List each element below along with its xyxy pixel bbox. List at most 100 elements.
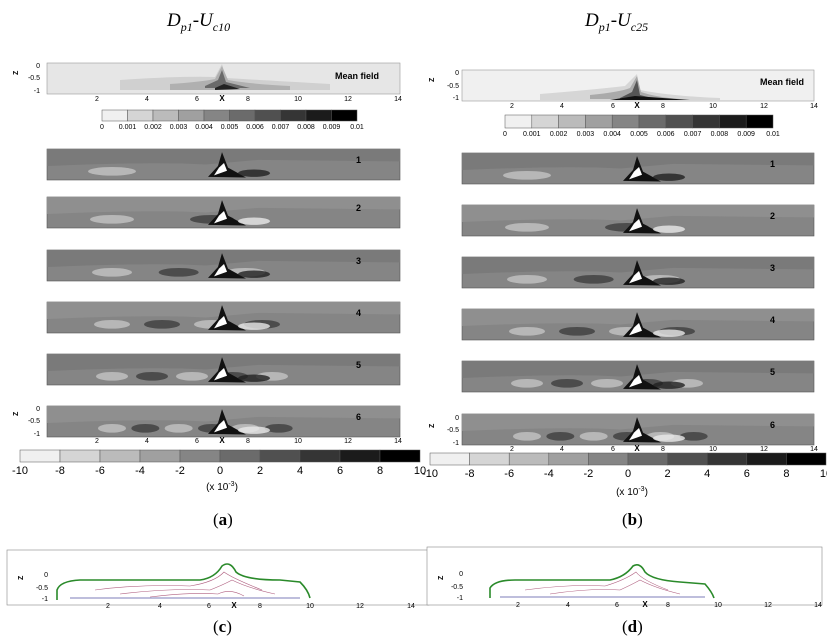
mode-colorbar-swatch (339, 449, 381, 463)
mode-colorbar-swatch (179, 449, 221, 463)
z-axis-label-right-bottom: Z (429, 423, 436, 428)
z-tick: -0.5 (447, 427, 459, 434)
x-tick: 14 (810, 446, 818, 453)
title-left: Dp1-Uc10 (167, 10, 231, 34)
mean-colorbar-tick: 0.001 (523, 131, 541, 138)
x-tick: 4 (158, 603, 162, 610)
z-axis-label-c: Z (18, 575, 25, 580)
x-tick: 14 (394, 438, 402, 445)
panel-d: Z 0 -0.5 -1 2 4 6 8 10 12 14 X (426, 546, 823, 609)
mean-colorbar-right: 0 0.001 0.002 0.003 0.004 0.005 0.006 0.007 0.00… (503, 114, 780, 138)
mean-colorbar-tick: 0.005 (630, 131, 648, 138)
mean-colorbar-swatch (611, 114, 640, 129)
z-tick: 0 (455, 70, 459, 77)
z-tick: -1 (42, 596, 48, 603)
z-axis-label-left-top: Z (13, 70, 20, 75)
mode-colorbar-swatch (59, 449, 101, 463)
x-tick: 12 (344, 96, 352, 103)
mean-field-panel-left: Mean field Z 0 -0.5 -1 2 4 6 8 10 12 14 … (13, 62, 402, 103)
mode-panel: 1 (461, 152, 815, 185)
mean-colorbar-tick: 0 (503, 131, 507, 138)
mean-colorbar-tick: 0.002 (550, 131, 568, 138)
mode-colorbar-right: -10 -8 -6 -4 -2 0 2 4 6 8 10 (422, 452, 827, 480)
x-axis-label-right-top: X (634, 101, 640, 110)
mode-colorbar-swatch (706, 452, 748, 466)
mode-colorbar-swatch (588, 452, 629, 466)
mode-colorbar-swatch (508, 452, 550, 466)
mean-colorbar-swatch (101, 109, 128, 122)
mean-colorbar-swatch (254, 109, 281, 122)
mean-colorbar-swatch (638, 114, 667, 129)
mode-colorbar-tick: -4 (544, 468, 554, 480)
mode-colorbar-swatch (259, 449, 301, 463)
z-tick: -0.5 (451, 584, 463, 591)
mode-colorbar-tick: 2 (665, 468, 671, 480)
mean-field-label-left: Mean field (335, 71, 379, 81)
mean-colorbar-tick: 0.01 (766, 131, 780, 138)
mode-colorbar-swatch (139, 449, 181, 463)
x-tick: 10 (306, 603, 314, 610)
mean-colorbar-left: 0 0.001 0.002 0.003 0.004 0.005 0.006 0.007 0.00… (100, 109, 364, 131)
x-tick: 2 (95, 96, 99, 103)
mode-panel: 4 (46, 301, 401, 334)
mean-colorbar-swatch (152, 109, 179, 122)
mode-colorbar-left: -10 -8 -6 -4 -2 0 2 4 6 8 10 (12, 449, 426, 477)
x-tick: 10 (714, 602, 722, 609)
mode-colorbar-tick: 4 (704, 468, 710, 480)
mode-label: 5 (770, 367, 775, 377)
mean-colorbar-tick: 0.004 (603, 131, 621, 138)
mode-panel: 2 (46, 196, 401, 229)
x-tick: 8 (246, 96, 250, 103)
mean-colorbar-tick: 0.009 (737, 131, 755, 138)
z-tick: -0.5 (36, 585, 48, 592)
mode-colorbar-swatch (548, 452, 589, 466)
mode-colorbar-swatch (667, 452, 708, 466)
mode-colorbar-tick: 8 (783, 468, 789, 480)
mean-colorbar-tick: 0.005 (221, 124, 239, 131)
x-tick: 2 (95, 438, 99, 445)
mode-colorbar-swatch (627, 452, 668, 466)
mean-colorbar-tick: 0.007 (684, 131, 702, 138)
panel-c: Z 0 -0.5 -1 2 4 6 8 10 12 14 X (6, 549, 430, 610)
mode-colorbar-tick: 2 (257, 465, 263, 477)
mean-field-label-right: Mean field (760, 77, 804, 87)
mode-colorbar-tick: 0 (625, 468, 631, 480)
mode-panel: 2 (461, 204, 815, 237)
mode-label: 3 (356, 256, 361, 266)
x-tick: 12 (760, 446, 768, 453)
mode-label: 1 (770, 159, 775, 169)
mode-colorbar-tick: 6 (744, 468, 750, 480)
mean-colorbar-swatch (585, 114, 613, 129)
mode-colorbar-swatch (219, 449, 261, 463)
mode-panels-right: 1 2 3 4 5 6 (461, 152, 815, 446)
x-tick: 2 (516, 602, 520, 609)
x-tick: 6 (611, 103, 615, 110)
x-axis-label-left-top: X (219, 94, 225, 103)
mean-colorbar-swatch (719, 114, 747, 129)
mode-panel: 5 (461, 360, 815, 393)
x-tick: 12 (760, 103, 768, 110)
mode-label: 2 (770, 211, 775, 221)
mode-colorbar-tick: -2 (584, 468, 594, 480)
mode6-axes-right: Z 0 -0.5 -1 2 4 6 8 10 12 14 X (429, 415, 818, 453)
x-axis-label-left-bottom: X (219, 436, 225, 445)
x-tick: 6 (615, 602, 619, 609)
caption-d: (d) (622, 617, 643, 636)
mode-panel: 4 (461, 308, 815, 341)
x-tick: 14 (810, 103, 818, 110)
mode-colorbar-tick: 10 (820, 468, 827, 480)
z-tick: 0 (36, 406, 40, 413)
mean-colorbar-swatch (558, 114, 586, 129)
mode-colorbar-tick: -10 (12, 465, 28, 477)
x-tick: 6 (611, 446, 615, 453)
mode-colorbar-swatch (469, 452, 510, 466)
caption-b: (b) (622, 510, 643, 529)
x-axis-label-right-bottom: X (634, 444, 640, 453)
mean-colorbar-tick: 0 (100, 124, 104, 131)
mean-colorbar-tick: 0.008 (711, 131, 729, 138)
mode-label: 2 (356, 203, 361, 213)
mean-colorbar-tick: 0.008 (297, 124, 315, 131)
mode-colorbar-tick: 4 (297, 465, 303, 477)
z-tick: 0 (459, 571, 463, 578)
